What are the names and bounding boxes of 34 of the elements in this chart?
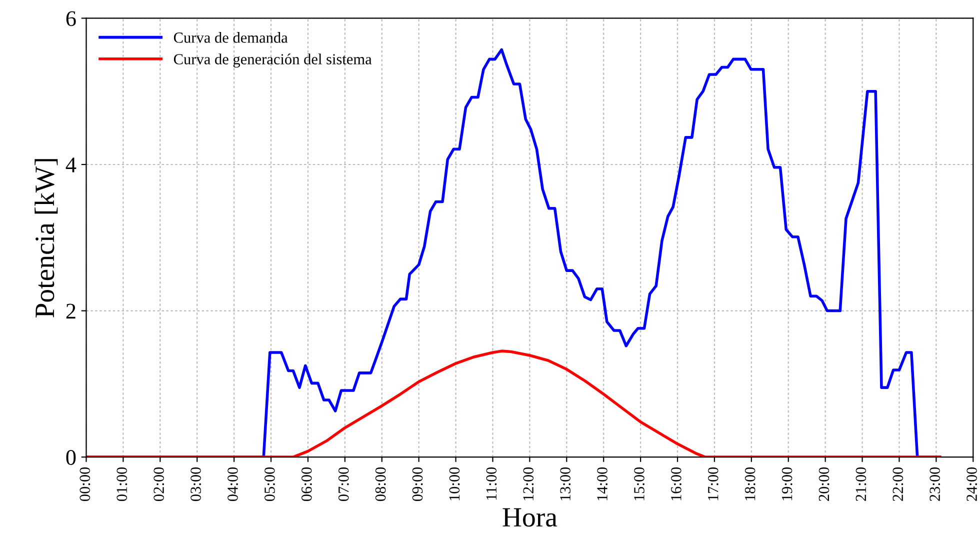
x-tick-label: 15:00 xyxy=(634,467,644,500)
x-tick-label: 08:00 xyxy=(375,467,386,501)
x-tick-label: 23:00 xyxy=(930,467,940,501)
y-tick-label: 2 xyxy=(66,304,76,318)
y-axis-title: Potencia [kW] xyxy=(34,159,58,318)
x-tick-label: 07:00 xyxy=(338,467,349,501)
x-tick-label: 01:00 xyxy=(116,467,128,501)
x-tick-label: 11:00 xyxy=(486,467,497,500)
x-tick-label: 09:00 xyxy=(412,467,423,501)
x-tick-label: 21:00 xyxy=(856,467,866,501)
x-tick-label: 22:00 xyxy=(892,467,904,501)
x-tick-label: 12:00 xyxy=(523,467,534,500)
x-tick-label: 18:00 xyxy=(744,467,756,500)
x-tick-label: 19:00 xyxy=(782,467,792,500)
x-axis-title: Hora xyxy=(502,508,558,527)
x-tick-label: 06:00 xyxy=(301,467,312,501)
x-tick-label: 10:00 xyxy=(449,467,460,500)
x-tick-label: 04:00 xyxy=(228,467,238,501)
x-tick-label: 05:00 xyxy=(264,467,275,501)
legend-label: Curva de generación del sistema xyxy=(174,54,372,68)
x-tick-label: 00:00 xyxy=(80,467,90,501)
line-series xyxy=(86,350,942,458)
y-tick-label: 6 xyxy=(66,11,76,26)
x-tick-label: 13:00 xyxy=(560,467,571,500)
y-tick-label: 4 xyxy=(66,158,76,172)
x-tick-label: 24:00 xyxy=(966,467,978,501)
y-tick-label: 0 xyxy=(66,450,76,465)
x-tick-label: 03:00 xyxy=(190,467,201,501)
x-tick-label: 02:00 xyxy=(154,467,164,501)
x-tick-label: 20:00 xyxy=(818,467,830,501)
x-tick-label: 14:00 xyxy=(597,467,608,500)
legend-label: Curva de demanda xyxy=(174,32,288,43)
x-tick-label: 16:00 xyxy=(671,467,682,500)
x-tick-label: 17:00 xyxy=(708,467,718,500)
